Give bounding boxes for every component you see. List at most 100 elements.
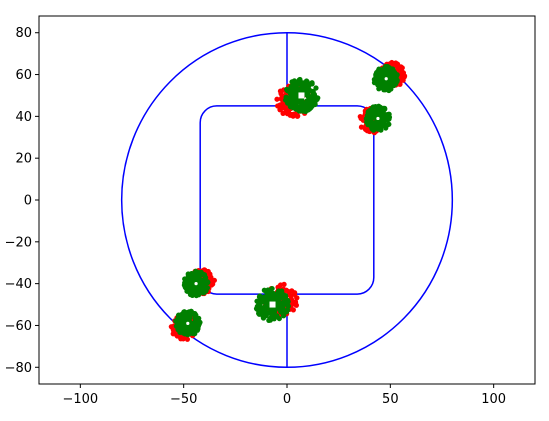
hit-point bbox=[283, 287, 289, 293]
cluster-point bbox=[266, 297, 272, 303]
cluster-point bbox=[290, 99, 297, 106]
cluster-center-marker bbox=[298, 92, 305, 99]
cluster-point bbox=[189, 273, 195, 280]
cluster-point bbox=[302, 87, 308, 93]
cluster-point bbox=[284, 301, 290, 307]
cluster-point bbox=[391, 72, 397, 78]
cluster-point bbox=[205, 279, 211, 285]
cluster-point bbox=[300, 80, 306, 86]
cluster-point bbox=[269, 313, 275, 319]
cluster-point bbox=[294, 106, 300, 112]
hit-point bbox=[208, 274, 214, 280]
cluster-point bbox=[387, 74, 393, 80]
hit-point bbox=[277, 282, 284, 288]
hit-point bbox=[210, 281, 216, 287]
cluster-center-marker bbox=[376, 116, 380, 121]
cluster-point bbox=[387, 78, 393, 84]
cluster-point bbox=[291, 92, 297, 98]
cluster-point bbox=[274, 313, 280, 319]
y-tick-label: −80 bbox=[5, 361, 32, 376]
hit-point bbox=[277, 107, 283, 113]
cluster-point bbox=[261, 309, 267, 315]
cluster-point bbox=[313, 85, 319, 91]
hit-point bbox=[399, 65, 405, 71]
cluster-point bbox=[365, 122, 371, 128]
cluster-center-marker bbox=[186, 321, 190, 325]
cluster-point bbox=[279, 300, 285, 306]
cluster-point bbox=[391, 78, 397, 84]
x-tick-label: −50 bbox=[170, 392, 197, 407]
cluster-point bbox=[181, 316, 187, 322]
cluster-2-2 bbox=[357, 103, 393, 136]
cluster-point bbox=[184, 327, 190, 333]
cluster-point bbox=[312, 100, 318, 106]
hit-point bbox=[400, 77, 406, 83]
cluster-point bbox=[186, 281, 193, 287]
hit-point bbox=[277, 88, 284, 94]
cluster-point bbox=[192, 310, 198, 317]
cluster-point bbox=[265, 287, 271, 293]
hit-point bbox=[294, 295, 300, 301]
cluster-point bbox=[278, 308, 284, 315]
cluster-point bbox=[385, 68, 391, 74]
cluster-point bbox=[291, 78, 298, 84]
cluster-point bbox=[201, 287, 207, 293]
cluster-point bbox=[384, 63, 390, 70]
hit-point bbox=[289, 288, 295, 294]
cluster-point bbox=[376, 81, 382, 87]
cluster-point bbox=[187, 285, 193, 291]
y-tick-label: 40 bbox=[15, 110, 32, 125]
cluster-2-1 bbox=[371, 59, 408, 94]
x-tick-label: 50 bbox=[382, 392, 399, 407]
cluster-point bbox=[201, 272, 207, 278]
cluster-point bbox=[186, 317, 192, 323]
cluster-point bbox=[173, 318, 179, 324]
x-tick-label: 0 bbox=[283, 392, 291, 407]
cluster-point bbox=[194, 269, 200, 275]
cluster-point bbox=[311, 94, 318, 100]
cluster-center-marker bbox=[269, 301, 276, 308]
cluster-point bbox=[383, 83, 389, 89]
axis-ticks: −100 −50 0 50 100 −80 −60 −40 −20 0 20 40 60 80 bbox=[5, 26, 507, 407]
cluster-point bbox=[186, 310, 192, 317]
y-tick-label: −60 bbox=[5, 319, 32, 334]
cluster-center-marker bbox=[194, 282, 198, 286]
cluster-1-1 bbox=[274, 76, 321, 119]
hit-point bbox=[274, 96, 280, 102]
cluster-point bbox=[284, 307, 291, 313]
hit-point bbox=[292, 111, 298, 117]
cluster-2-3 bbox=[181, 267, 217, 299]
x-tick-label: −100 bbox=[62, 392, 98, 407]
cluster-1-2 bbox=[253, 281, 300, 324]
cluster-point bbox=[276, 295, 282, 301]
cluster-point bbox=[367, 114, 374, 120]
plot-area bbox=[120, 31, 454, 369]
cluster-point bbox=[261, 305, 267, 311]
cluster-point bbox=[384, 122, 390, 128]
hit-point bbox=[277, 102, 283, 108]
cluster-point bbox=[196, 284, 202, 291]
cluster-2-4 bbox=[168, 308, 203, 342]
hit-point bbox=[394, 61, 401, 67]
cluster-point bbox=[189, 328, 196, 335]
cluster-point bbox=[304, 80, 310, 86]
cluster-point bbox=[193, 292, 199, 298]
cluster-point bbox=[304, 102, 311, 108]
hit-point bbox=[290, 307, 296, 313]
cluster-point bbox=[268, 292, 274, 298]
cluster-point bbox=[283, 96, 290, 102]
cluster-point bbox=[381, 71, 387, 77]
cluster-point bbox=[371, 76, 377, 83]
hit-point bbox=[399, 71, 405, 77]
cluster-point bbox=[204, 285, 211, 291]
cluster-point bbox=[373, 72, 379, 78]
cluster-point bbox=[372, 126, 378, 132]
cluster-point bbox=[290, 104, 296, 110]
y-tick-label: 20 bbox=[15, 152, 32, 167]
cluster-point bbox=[197, 278, 203, 284]
cluster-point bbox=[178, 325, 185, 331]
cluster-point bbox=[390, 67, 396, 73]
cluster-point bbox=[378, 116, 384, 122]
cluster-center-marker bbox=[384, 77, 388, 81]
